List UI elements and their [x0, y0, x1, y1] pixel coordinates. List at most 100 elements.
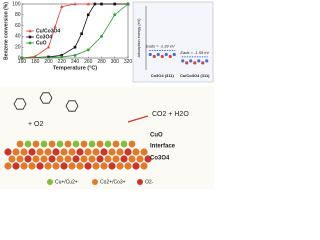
legend-label: Cu+/Cu2+	[55, 179, 78, 185]
co3o4-atom	[48, 155, 56, 163]
co3o4-atom	[20, 148, 28, 156]
y-tick-label: 80	[15, 12, 21, 18]
legend-marker	[28, 29, 32, 33]
co3o4-atom	[100, 148, 108, 156]
legend-swatch	[92, 179, 98, 185]
surface-atom	[152, 54, 156, 59]
co3o4-atom	[88, 155, 96, 163]
cuo-atom	[16, 140, 24, 148]
co3o4-atom	[28, 148, 36, 156]
y-tick-label: 20	[15, 45, 21, 51]
cuo-atom	[64, 140, 72, 148]
legend-marker	[28, 41, 32, 45]
y-tick-label: 100	[12, 1, 21, 7]
co3o4-atom	[96, 155, 104, 163]
surface-atom	[197, 59, 201, 63]
legend-label: Co3O4	[36, 34, 52, 40]
co3o4-atom	[68, 162, 76, 170]
co3o4-atom	[128, 155, 136, 163]
legend-swatch	[137, 179, 143, 185]
co3o4-atom	[120, 155, 128, 163]
legend-label: O2-	[145, 179, 154, 185]
y-axis-label: Adsorption energy (eV)	[137, 18, 141, 58]
marker	[73, 53, 77, 57]
surface-atom	[185, 61, 189, 65]
co3o4-atom	[56, 155, 64, 163]
y-tick-label: 0	[18, 55, 21, 61]
legend-label: Co2+/Co3+	[100, 179, 126, 185]
marker	[113, 13, 117, 17]
x-tick-label: 300	[111, 59, 120, 65]
layer-label: CuO	[150, 133, 163, 139]
cuo-atom	[32, 140, 40, 148]
cuo-atom	[96, 140, 104, 148]
co3o4-atom	[92, 162, 100, 170]
co3o4-atom	[24, 155, 32, 163]
co3o4-atom	[12, 162, 20, 170]
x-tick-label: 280	[97, 59, 106, 65]
marker	[73, 2, 77, 6]
co3o4-atom	[4, 148, 12, 156]
marker	[60, 55, 64, 59]
marker	[86, 13, 90, 17]
co3o4-atom	[132, 162, 140, 170]
surface-atom	[164, 52, 168, 57]
marker	[20, 56, 24, 60]
co3o4-atom	[112, 155, 120, 163]
co3o4-atom	[140, 162, 148, 170]
co3o4-atom	[36, 148, 44, 156]
marker	[60, 4, 64, 8]
cuo-atom	[48, 140, 56, 148]
co3o4-atom	[100, 162, 108, 170]
surface-atom	[160, 54, 164, 59]
benzene-icon	[13, 98, 27, 110]
marker	[126, 2, 130, 6]
surface-atom	[156, 52, 160, 57]
surface-atom	[172, 52, 176, 57]
series-line	[21, 3, 128, 59]
marker	[93, 2, 97, 6]
x-tick-label: 240	[71, 59, 80, 65]
marker	[33, 54, 37, 58]
layer-label: Interface	[150, 144, 176, 150]
cuo-atom	[112, 140, 120, 148]
marker	[53, 24, 57, 28]
x-tick-label: Co3O4 (311)	[151, 73, 175, 78]
product-label: CO2 + H2O	[152, 111, 189, 118]
x-tick-label: 260	[84, 59, 93, 65]
marker	[60, 54, 64, 57]
y-axis-label: Benzene conversion (%)	[3, 2, 9, 60]
co3o4-atom	[8, 155, 16, 163]
x-tick-label: 160	[18, 59, 27, 65]
reactant-label: + O2	[28, 121, 43, 128]
graphical-abstract: 160 180 200 220 240 260 280 300 320 0 20 40 60 80 100 T…	[0, 0, 214, 189]
co3o4-atom	[52, 148, 60, 156]
surface-atom	[181, 59, 185, 63]
x-tick-label: 180	[31, 59, 40, 65]
surface-atom	[148, 52, 152, 57]
co3o4-atom	[144, 155, 152, 163]
co3o4-atom	[28, 162, 36, 170]
benzene-icon	[39, 92, 53, 104]
co3o4-atom	[116, 162, 124, 170]
co3o4-atom	[72, 155, 80, 163]
co3o4-atom	[104, 155, 112, 163]
marker	[86, 48, 90, 52]
cuo-atom	[80, 140, 88, 148]
co3o4-atom	[136, 155, 144, 163]
marker	[86, 2, 90, 6]
surface-atom	[205, 59, 209, 63]
surface-atom	[193, 61, 197, 65]
co3o4-atom	[116, 148, 124, 156]
co3o4-atom	[16, 155, 24, 163]
legend-label: Cu/Co3O4	[36, 28, 60, 34]
energy-panel	[132, 1, 214, 83]
co3o4-atom	[64, 155, 72, 163]
reaction-arrow	[127, 115, 149, 123]
legend-label: CuO	[36, 40, 47, 46]
marker	[46, 45, 51, 49]
co3o4-atom	[108, 162, 116, 170]
co3o4-atom	[140, 148, 148, 156]
co3o4-atom	[76, 162, 84, 170]
co3o4-atom	[36, 162, 44, 170]
